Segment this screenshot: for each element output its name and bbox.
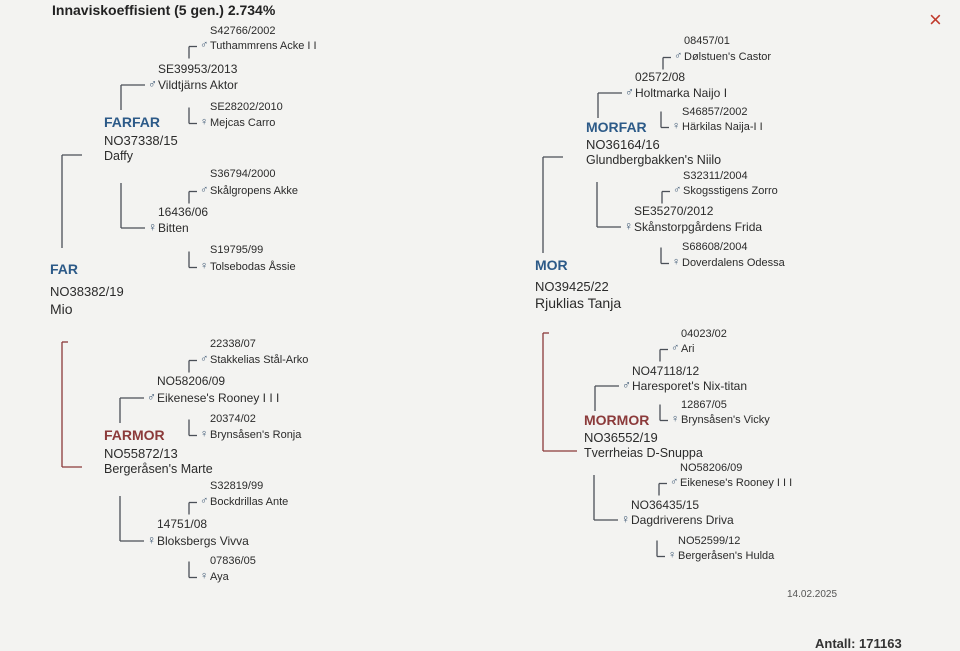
sex-icon: ♀ xyxy=(200,570,209,582)
registration-number: 07836/05 xyxy=(210,555,256,567)
registration-number: S32819/99 xyxy=(210,480,264,492)
registration-number: SE35270/2012 xyxy=(634,204,714,218)
sex-icon: ♀ xyxy=(148,220,157,234)
dog-name: Stakkelias Stål-Arko xyxy=(210,354,309,366)
dog-name: Glundbergbakken's Niilo xyxy=(586,153,722,167)
sex-icon: ♀ xyxy=(668,549,677,561)
sex-icon: ♂ xyxy=(147,390,156,404)
dog-name: Skogsstigens Zorro xyxy=(683,185,778,197)
sex-icon: ♂ xyxy=(200,495,209,507)
registration-number: NO36552/19 xyxy=(584,430,658,445)
sex-icon: ♀ xyxy=(671,413,680,425)
registration-number: NO55872/13 xyxy=(104,446,178,461)
dog-name: Dagdriverens Driva xyxy=(631,513,734,527)
dog-name: Mejcas Carro xyxy=(210,117,276,129)
dog-name: Eikenese's Rooney I I I xyxy=(680,477,793,489)
registration-number: NO36435/15 xyxy=(631,498,700,512)
sex-icon: ♂ xyxy=(674,50,683,62)
registration-number: NO39425/22 xyxy=(535,279,609,294)
dog-name: Dølstuen's Castor xyxy=(684,51,772,63)
close-button[interactable]: × xyxy=(929,7,942,32)
sex-icon: ♀ xyxy=(200,428,209,440)
registration-number: 14751/08 xyxy=(157,517,208,531)
sex-icon: ♂ xyxy=(673,184,682,196)
role-label: MORMOR xyxy=(584,412,650,428)
registration-number: 12867/05 xyxy=(681,399,727,411)
registration-number: 02572/08 xyxy=(635,70,686,84)
sex-icon: ♂ xyxy=(148,77,157,91)
title: Innaviskoeffisient (5 gen.) 2.734% xyxy=(52,2,276,18)
dog-name: Doverdalens Odessa xyxy=(682,257,785,269)
dog-name: Brynsåsen's Vicky xyxy=(681,414,770,426)
sex-icon: ♀ xyxy=(672,120,681,132)
registration-number: NO58206/09 xyxy=(680,462,743,474)
dog-name: Daffy xyxy=(104,149,133,163)
role-label: FAR xyxy=(50,261,78,277)
role-label: FARMOR xyxy=(104,427,165,443)
registration-number: 04023/02 xyxy=(681,328,727,340)
registration-number: 16436/06 xyxy=(158,205,209,219)
dog-name: Härkilas Naija-I I xyxy=(682,121,763,133)
sex-icon: ♂ xyxy=(200,353,209,365)
sex-icon: ♂ xyxy=(671,342,680,354)
dog-name: Bitten xyxy=(158,221,189,235)
registration-number: S68608/2004 xyxy=(682,241,748,253)
dog-name: Bloksbergs Vivva xyxy=(157,534,249,548)
dog-name: Haresporet's Nix-titan xyxy=(632,379,747,393)
registration-number: NO38382/19 xyxy=(50,284,124,299)
registration-number: 20374/02 xyxy=(210,413,256,425)
registration-number: NO36164/16 xyxy=(586,137,660,152)
dog-name: Skånstorpgårdens Frida xyxy=(634,220,763,234)
sex-icon: ♂ xyxy=(670,476,679,488)
dog-name: Tverrheias D-Snuppa xyxy=(584,446,703,460)
dog-name: Holtmarka Naijo I xyxy=(635,86,728,100)
dog-name: Tuthammrens Acke I I xyxy=(210,40,317,52)
sex-icon: ♀ xyxy=(200,116,209,128)
registration-number: SE28202/2010 xyxy=(210,101,283,113)
sex-icon: ♂ xyxy=(200,184,209,196)
dog-name: Mio xyxy=(50,301,73,317)
registration-number: NO47118/12 xyxy=(632,364,700,378)
sex-icon: ♂ xyxy=(625,85,634,99)
dog-name: Eikenese's Rooney I I I xyxy=(157,391,280,405)
dog-name: Skålgropens Akke xyxy=(210,185,299,197)
count: Antall: 171163 xyxy=(815,636,902,651)
dog-name: Bergeråsen's Marte xyxy=(104,462,213,476)
date: 14.02.2025 xyxy=(787,589,838,600)
registration-number: NO52599/12 xyxy=(678,535,741,547)
sex-icon: ♀ xyxy=(147,533,156,547)
registration-number: NO58206/09 xyxy=(157,374,226,388)
role-label: FARFAR xyxy=(104,114,160,130)
registration-number: NO37338/15 xyxy=(104,133,178,148)
sex-icon: ♂ xyxy=(200,39,209,51)
sex-icon: ♀ xyxy=(624,219,633,233)
role-label: MOR xyxy=(535,257,568,273)
sex-icon: ♀ xyxy=(621,512,630,526)
sex-icon: ♀ xyxy=(200,260,209,272)
dog-name: Ari xyxy=(681,343,695,355)
registration-number: S32311/2004 xyxy=(683,170,748,182)
registration-number: S46857/2002 xyxy=(682,106,748,118)
role-label: MORFAR xyxy=(586,119,647,135)
registration-number: 22338/07 xyxy=(210,338,256,350)
registration-number: SE39953/2013 xyxy=(158,62,238,76)
registration-number: S42766/2002 xyxy=(210,25,276,37)
dog-name: Bergeråsen's Hulda xyxy=(678,550,775,562)
dog-name: Brynsåsen's Ronja xyxy=(210,429,302,441)
dog-name: Vildtjärns Aktor xyxy=(158,78,238,92)
dog-name: Aya xyxy=(210,571,229,583)
sex-icon: ♀ xyxy=(672,256,681,268)
dog-name: Tolsebodas Åssie xyxy=(210,261,296,273)
dog-name: Rjuklias Tanja xyxy=(535,295,622,311)
registration-number: S36794/2000 xyxy=(210,168,276,180)
sex-icon: ♂ xyxy=(622,378,631,392)
dog-name: Bockdrillas Ante xyxy=(210,496,289,508)
registration-number: S19795/99 xyxy=(210,244,264,256)
registration-number: 08457/01 xyxy=(684,35,730,47)
